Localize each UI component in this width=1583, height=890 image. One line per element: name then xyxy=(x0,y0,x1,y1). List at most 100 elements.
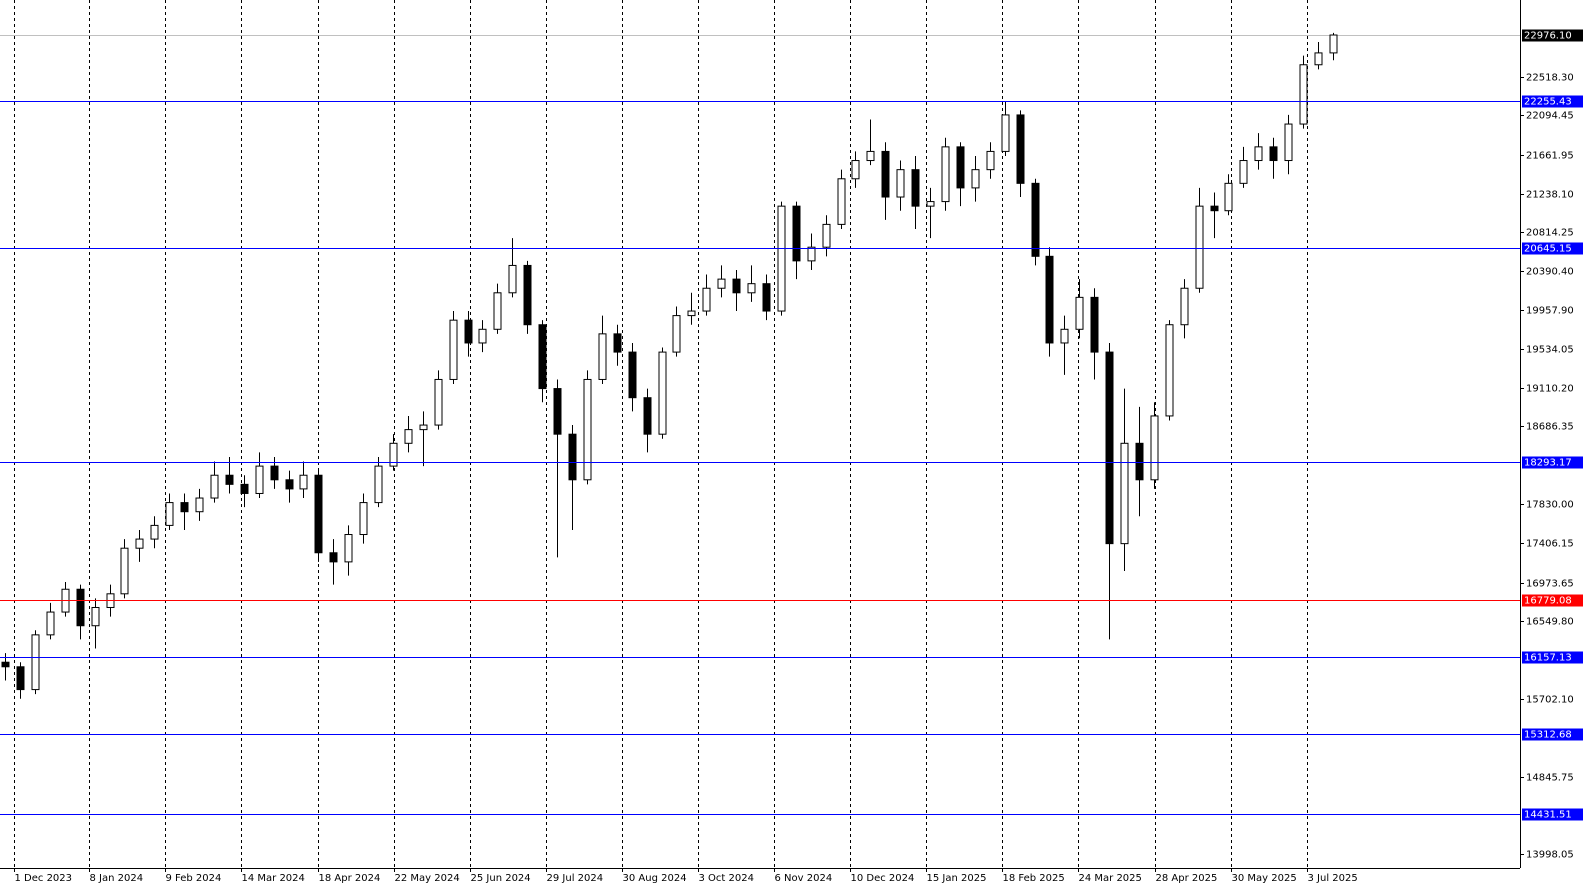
candle-body xyxy=(299,474,308,490)
y-tick-label: 22518.30 xyxy=(1526,73,1574,84)
y-tick-label: 21238.10 xyxy=(1526,190,1574,201)
candle-body xyxy=(1165,324,1174,417)
candle-body xyxy=(568,433,577,481)
x-tick-label: 6 Nov 2024 xyxy=(775,873,833,884)
candle-body xyxy=(314,474,323,554)
y-tick-label: 18686.35 xyxy=(1526,422,1574,433)
y-tick-label: 13998.05 xyxy=(1526,850,1574,861)
candle-body xyxy=(329,552,338,563)
x-tick-label: 9 Feb 2024 xyxy=(166,873,222,884)
candle-body xyxy=(389,442,398,467)
candle-body xyxy=(404,429,413,444)
y-tick-label: 16973.65 xyxy=(1526,579,1574,590)
y-tick-label: 15702.10 xyxy=(1526,695,1574,706)
candle-body xyxy=(941,146,950,203)
candle-body xyxy=(1239,160,1248,184)
candle-body xyxy=(986,150,995,171)
y-tick-label: 19110.20 xyxy=(1526,384,1574,395)
y-tick-label: 17406.15 xyxy=(1526,539,1574,550)
x-tick-label: 8 Jan 2024 xyxy=(90,873,144,884)
candle-body xyxy=(1045,255,1054,344)
candle-body xyxy=(180,502,189,513)
candle-body xyxy=(926,201,935,207)
candle-body xyxy=(31,634,40,691)
candle-body xyxy=(613,333,622,353)
x-tick-label: 30 May 2025 xyxy=(1232,873,1297,884)
candle-body xyxy=(643,397,652,435)
level-label: 20645.15 xyxy=(1524,244,1572,255)
level-label: 16779.08 xyxy=(1524,596,1572,607)
candle-body xyxy=(255,465,264,494)
candle-body xyxy=(553,388,562,435)
x-tick-label: 28 Apr 2025 xyxy=(1156,873,1218,884)
candle-body xyxy=(1090,296,1099,353)
candle-body xyxy=(493,292,502,330)
y-tick-label: 14845.75 xyxy=(1526,773,1574,784)
candle-body xyxy=(762,283,771,312)
candle-body xyxy=(150,524,159,540)
candle-body xyxy=(717,278,726,289)
candle-body xyxy=(777,205,786,312)
candle-body xyxy=(210,474,219,499)
candle-body xyxy=(747,283,756,294)
candle-body xyxy=(1016,114,1025,184)
candle-body xyxy=(1254,146,1263,162)
candle-body xyxy=(956,146,965,189)
candle-body xyxy=(434,378,443,426)
y-tick-label: 16549.80 xyxy=(1526,617,1574,628)
candle-body xyxy=(807,246,816,262)
candle-body xyxy=(1299,64,1308,125)
candle-body xyxy=(658,351,667,435)
candle-body xyxy=(478,328,487,344)
candle-body xyxy=(449,319,458,380)
candle-body xyxy=(46,611,55,636)
candle-body xyxy=(1120,442,1129,545)
level-label-box xyxy=(1522,456,1583,469)
candle-body xyxy=(1135,442,1144,481)
candle-body xyxy=(135,538,144,549)
candle-body xyxy=(583,378,592,481)
candle-body xyxy=(16,666,25,691)
x-tick-label: 18 Feb 2025 xyxy=(1003,873,1065,884)
x-tick-label: 1 Dec 2023 xyxy=(15,873,73,884)
y-tick-label: 19534.05 xyxy=(1526,345,1574,356)
candle-body xyxy=(851,160,860,180)
x-tick-label: 15 Jan 2025 xyxy=(927,873,987,884)
candle-body xyxy=(240,483,249,494)
level-label-box xyxy=(1522,651,1583,664)
candle-body xyxy=(1,661,10,668)
candle-body xyxy=(359,502,368,536)
y-tick-label: 20390.40 xyxy=(1526,267,1574,278)
level-label: 16157.13 xyxy=(1524,653,1572,664)
level-label: 14431.51 xyxy=(1524,810,1572,821)
level-label-box xyxy=(1522,808,1583,821)
candle-body xyxy=(732,278,741,294)
x-tick-label: 3 Jul 2025 xyxy=(1308,873,1358,884)
y-tick-label: 22094.45 xyxy=(1526,111,1574,122)
candle-body xyxy=(91,606,100,627)
y-tick-label: 21661.95 xyxy=(1526,151,1574,162)
candle-body xyxy=(344,534,353,563)
candle-body xyxy=(1150,415,1159,481)
candle-body xyxy=(270,465,279,481)
candle-body xyxy=(971,169,980,189)
candle-body xyxy=(76,588,85,627)
level-label: 15312.68 xyxy=(1524,730,1572,741)
candle-body xyxy=(1060,328,1069,344)
x-tick-label: 18 Apr 2024 xyxy=(319,873,381,884)
y-tick-label: 20814.25 xyxy=(1526,228,1574,239)
candle-body xyxy=(792,205,801,262)
candle-body xyxy=(538,324,547,390)
candle-body xyxy=(1269,146,1278,162)
candle-body xyxy=(508,264,517,294)
level-label-box xyxy=(1522,242,1583,255)
level-label-box xyxy=(1522,95,1583,108)
x-tick-label: 25 Jun 2024 xyxy=(471,873,531,884)
candle-body xyxy=(1224,182,1233,212)
candle-body xyxy=(1180,287,1189,326)
level-label-box xyxy=(1522,728,1583,741)
candle-body xyxy=(1031,182,1040,257)
candle-body xyxy=(419,424,428,431)
